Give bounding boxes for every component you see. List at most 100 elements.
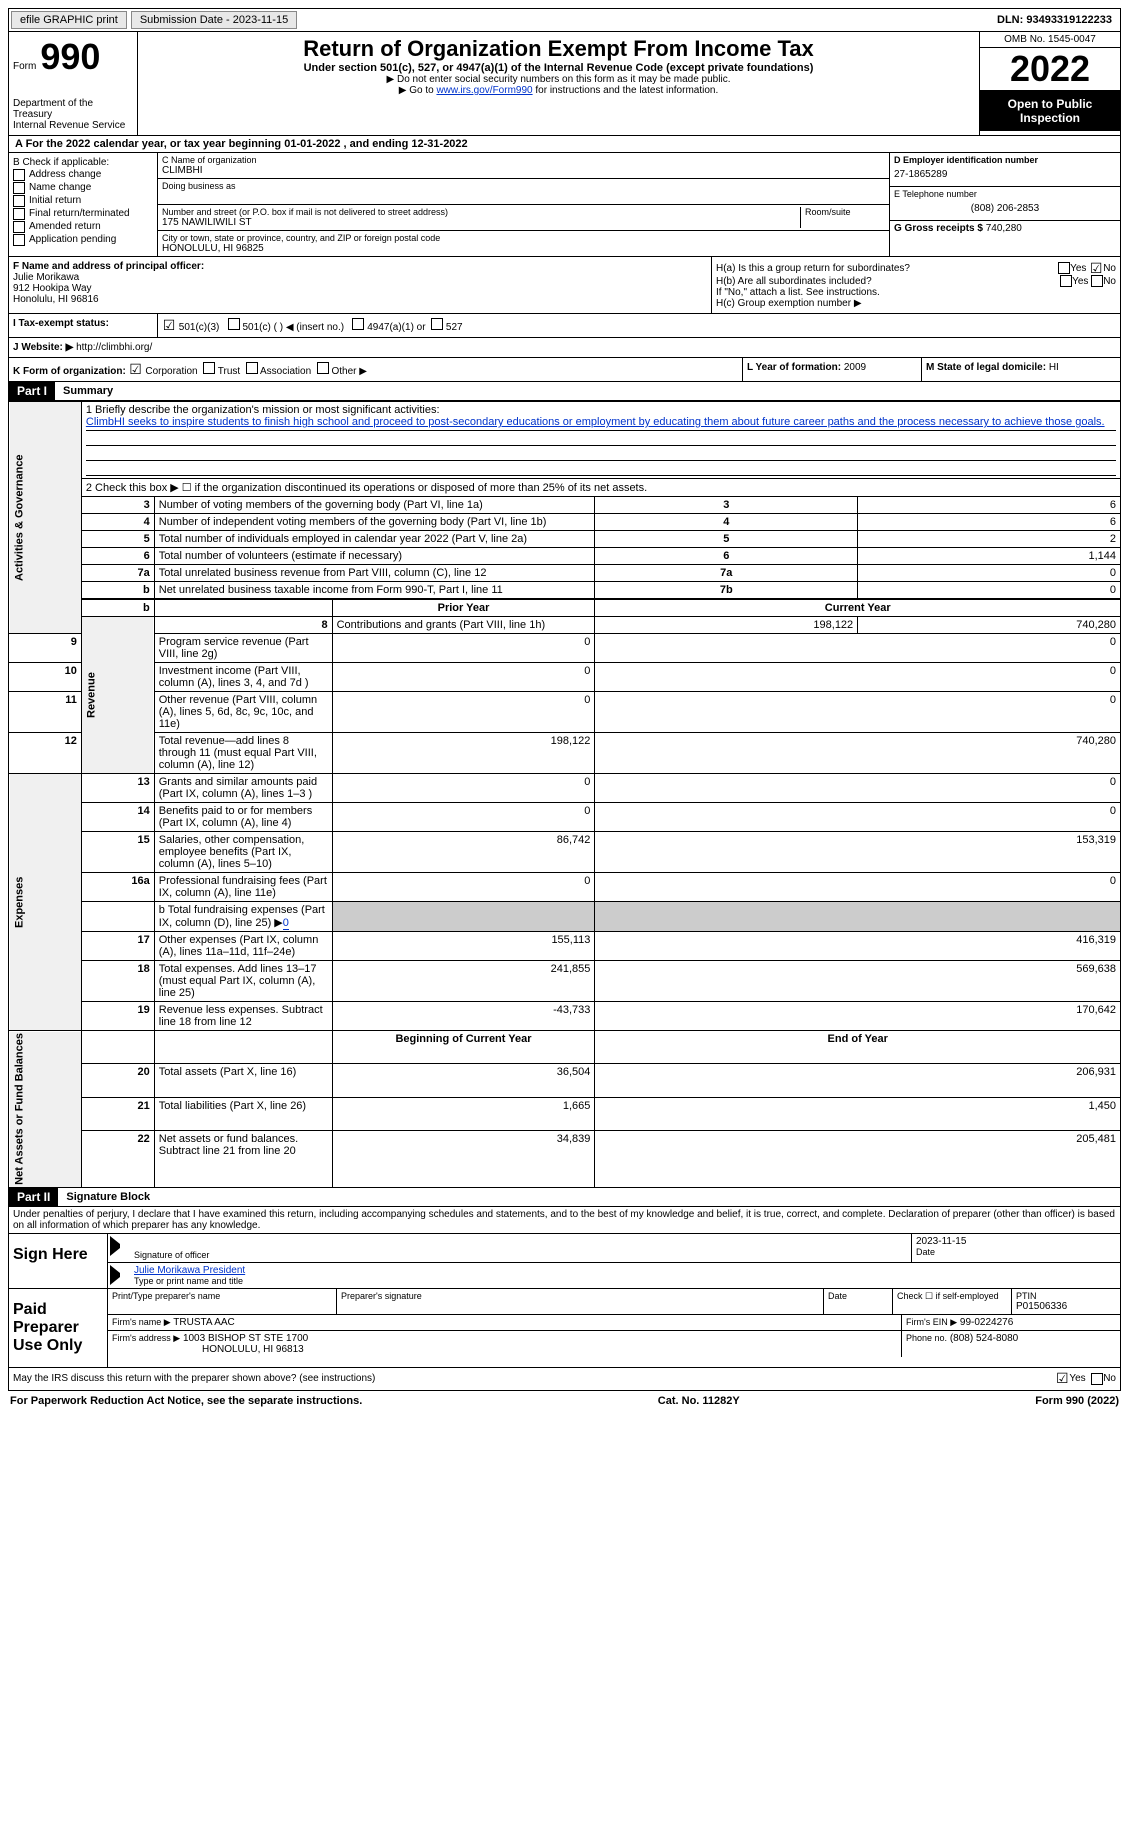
arrow-icon: [110, 1265, 128, 1285]
dept-treasury: Department of the Treasury: [13, 98, 133, 120]
checkbox-address-change[interactable]: [13, 169, 25, 181]
527-checkbox[interactable]: [431, 318, 443, 330]
cal-year-mid: , and ending: [344, 138, 412, 150]
firm-name-label: Firm's name ▶: [112, 1317, 171, 1327]
checkbox-amended[interactable]: [13, 221, 25, 233]
501c-checkbox[interactable]: [228, 318, 240, 330]
date-label: Date: [916, 1247, 1116, 1257]
section-b: B Check if applicable: Address change Na…: [9, 153, 158, 256]
omb-number: OMB No. 1545-0047: [980, 32, 1120, 48]
section-klm: K Form of organization: ☑ Corporation Tr…: [8, 358, 1121, 382]
checkbox-initial-return[interactable]: [13, 195, 25, 207]
type-name-label: Type or print name and title: [134, 1276, 1116, 1286]
discuss-yes: Yes: [1069, 1373, 1085, 1384]
section-d: D Employer identification number 27-1865…: [889, 153, 1120, 256]
vlabel-gov: Activities & Governance: [9, 402, 82, 634]
state-domicile: HI: [1049, 362, 1059, 373]
goto-pre: ▶ Go to: [399, 85, 437, 96]
summary-table: Activities & Governance 1 Briefly descri…: [8, 401, 1121, 1188]
declaration-text: Under penalties of perjury, I declare th…: [9, 1207, 1120, 1234]
website-label: J Website: ▶: [13, 342, 73, 353]
discuss-no-checkbox[interactable]: [1091, 1373, 1103, 1385]
tax-year: 2022: [980, 48, 1120, 91]
header-center: Return of Organization Exempt From Incom…: [138, 32, 979, 135]
line16b-val: 0: [283, 917, 289, 930]
ha-no-checkbox-checked[interactable]: ☑: [1089, 261, 1103, 275]
begin-year-label: Beginning of Current Year: [332, 1031, 595, 1064]
part2-num: Part II: [9, 1188, 58, 1206]
vlabel-exp: Expenses: [9, 774, 82, 1031]
form-number: 990: [40, 36, 100, 78]
ptin-value: P01506336: [1016, 1301, 1116, 1312]
arrow-icon: [110, 1236, 128, 1256]
prep-date-label: Date: [828, 1291, 888, 1301]
prior-year-label: Prior Year: [332, 599, 595, 617]
firm-addr2: HONOLULU, HI 96813: [112, 1344, 897, 1355]
summary-row: 11Other revenue (Part VIII, column (A), …: [9, 692, 1121, 733]
print-name-label: Print/Type preparer's name: [112, 1291, 332, 1301]
form-title: Return of Organization Exempt From Incom…: [142, 36, 975, 62]
firm-phone: (808) 524-8080: [950, 1333, 1018, 1344]
summary-row: 16aProfessional fundraising fees (Part I…: [9, 873, 1121, 902]
line2-discontinued: 2 Check this box ▶ ☐ if the organization…: [81, 479, 1120, 497]
goto-note: ▶ Go to www.irs.gov/Form990 for instruct…: [142, 85, 975, 96]
part1-title: Summary: [55, 385, 113, 397]
phone-label: E Telephone number: [894, 189, 1116, 199]
check-applicable-label: B Check if applicable:: [13, 157, 153, 168]
summary-row: 5Total number of individuals employed in…: [9, 531, 1121, 548]
assoc-checkbox[interactable]: [246, 362, 258, 374]
may-discuss-label: May the IRS discuss this return with the…: [13, 1373, 1055, 1384]
4947-checkbox[interactable]: [352, 318, 364, 330]
summary-row: 17Other expenses (Part IX, column (A), l…: [9, 932, 1121, 961]
goto-post: for instructions and the latest informat…: [533, 85, 719, 96]
dln: DLN: 93493319122233: [997, 14, 1118, 26]
opt-address-change: Address change: [29, 169, 101, 180]
ha-yes-checkbox[interactable]: [1058, 262, 1070, 274]
sig-date: 2023-11-15: [916, 1236, 1116, 1247]
form-subtitle: Under section 501(c), 527, or 4947(a)(1)…: [142, 62, 975, 74]
hb-yes-checkbox[interactable]: [1060, 275, 1072, 287]
opt-assoc: Association: [260, 366, 311, 377]
vlabel-net: Net Assets or Fund Balances: [9, 1031, 82, 1188]
officer-typed-name: Julie Morikawa President: [134, 1265, 1116, 1276]
opt-corp: Corporation: [145, 366, 197, 377]
hb-note: If "No," attach a list. See instructions…: [716, 287, 1116, 298]
discuss-no: No: [1103, 1373, 1116, 1384]
form-org-label: K Form of organization:: [13, 366, 126, 377]
officer-addr2: Honolulu, HI 96816: [13, 294, 707, 305]
firm-ein: 99-0224276: [960, 1317, 1013, 1328]
checkbox-app-pending[interactable]: [13, 234, 25, 246]
dba-value: [162, 191, 885, 202]
checkbox-final-return[interactable]: [13, 208, 25, 220]
other-checkbox[interactable]: [317, 362, 329, 374]
officer-addr1: 912 Hookipa Way: [13, 283, 707, 294]
officer-name: Julie Morikawa: [13, 272, 707, 283]
firm-phone-label: Phone no.: [906, 1333, 947, 1343]
irs-label: Internal Revenue Service: [13, 120, 133, 131]
trust-checkbox[interactable]: [203, 362, 215, 374]
street-label: Number and street (or P.O. box if mail i…: [162, 207, 796, 217]
efile-button[interactable]: efile GRAPHIC print: [11, 11, 127, 29]
corp-checkbox-checked[interactable]: ☑: [129, 363, 143, 377]
ha-no: No: [1103, 263, 1116, 274]
ha-yes: Yes: [1070, 263, 1086, 274]
summary-row: 6Total number of volunteers (estimate if…: [9, 548, 1121, 565]
street-value: 175 NAWILIWILI ST: [162, 217, 796, 228]
dba-label: Doing business as: [162, 181, 885, 191]
hb-no-checkbox[interactable]: [1091, 275, 1103, 287]
footer-catno: Cat. No. 11282Y: [658, 1395, 740, 1407]
summary-row: bNet unrelated business taxable income f…: [9, 582, 1121, 600]
section-i: I Tax-exempt status: ☑ 501(c)(3) 501(c) …: [8, 314, 1121, 338]
summary-row: 3Number of voting members of the governi…: [9, 497, 1121, 514]
submission-button[interactable]: Submission Date - 2023-11-15: [131, 11, 297, 29]
tax-exempt-label: I Tax-exempt status:: [13, 318, 109, 329]
501c3-checkbox-checked[interactable]: ☑: [162, 319, 176, 333]
phone-value: (808) 206-2853: [894, 199, 1116, 218]
paid-preparer-label: Paid Preparer Use Only: [9, 1289, 108, 1367]
ssn-note: ▶ Do not enter social security numbers o…: [142, 74, 975, 85]
open-inspection: Open to Public Inspection: [980, 91, 1120, 131]
checkbox-name-change[interactable]: [13, 182, 25, 194]
discuss-yes-checkbox-checked[interactable]: ☑: [1055, 1372, 1069, 1386]
irs-link[interactable]: www.irs.gov/Form990: [436, 85, 532, 96]
section-h: H(a) Is this a group return for subordin…: [712, 257, 1120, 313]
